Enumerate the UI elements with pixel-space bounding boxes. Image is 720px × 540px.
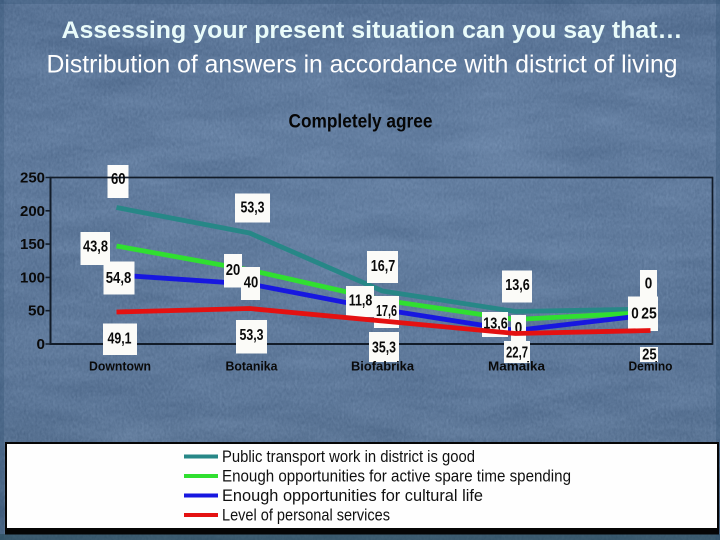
svg-text:16,7: 16,7 — [371, 258, 396, 275]
svg-text:11,8: 11,8 — [349, 293, 373, 310]
svg-text:150: 150 — [20, 237, 45, 253]
svg-text:22,7: 22,7 — [506, 345, 528, 362]
svg-text:0: 0 — [515, 320, 523, 337]
svg-text:53,3: 53,3 — [241, 200, 265, 217]
svg-text:13,6: 13,6 — [505, 277, 530, 294]
svg-text:Level of personal services: Level of personal services — [222, 507, 390, 525]
svg-text:Completely agree: Completely agree — [289, 112, 433, 133]
svg-text:53,3: 53,3 — [240, 327, 264, 344]
svg-text:Demino: Demino — [629, 359, 673, 374]
svg-text:40: 40 — [244, 275, 259, 292]
svg-text:Distribution of answers in acc: Distribution of answers in accordance wi… — [47, 51, 678, 79]
svg-text:20: 20 — [226, 262, 241, 279]
svg-text:200: 200 — [20, 204, 45, 220]
svg-text:49,1: 49,1 — [108, 331, 132, 348]
svg-text:Mamaika: Mamaika — [488, 359, 546, 374]
svg-text:Botanika: Botanika — [226, 359, 279, 374]
svg-text:0: 0 — [631, 306, 639, 323]
svg-text:54,8: 54,8 — [106, 270, 132, 287]
svg-text:Enough opportunities for cultu: Enough opportunities for cultural life — [222, 487, 483, 505]
svg-text:Public transport work in distr: Public transport work in district is goo… — [222, 448, 475, 466]
svg-text:50: 50 — [28, 304, 45, 320]
svg-text:Assessing your present situati: Assessing your present situation can you… — [62, 17, 683, 44]
svg-text:35,3: 35,3 — [372, 340, 396, 357]
svg-text:60: 60 — [111, 171, 126, 188]
svg-text:25: 25 — [642, 347, 657, 364]
svg-text:25: 25 — [641, 306, 657, 323]
svg-text:43,8: 43,8 — [83, 239, 108, 256]
svg-text:17,6: 17,6 — [376, 303, 397, 320]
svg-text:Enough opportunities for activ: Enough opportunities for active spare ti… — [222, 468, 571, 486]
svg-text:Downtown: Downtown — [89, 359, 151, 374]
svg-text:Biofabrika: Biofabrika — [351, 359, 415, 374]
svg-text:0: 0 — [645, 276, 653, 293]
svg-text:250: 250 — [20, 171, 45, 187]
svg-text:0: 0 — [37, 337, 46, 353]
svg-text:13,6: 13,6 — [483, 316, 508, 333]
svg-text:100: 100 — [20, 270, 45, 286]
